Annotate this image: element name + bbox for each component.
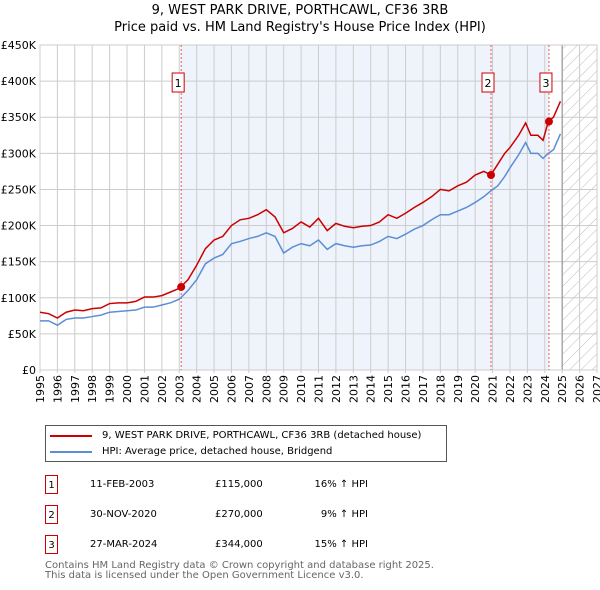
x-tick-label: 2002 bbox=[156, 375, 169, 403]
transaction-row: 2 30-NOV-2020 £270,000 9% ↑ HPI bbox=[45, 505, 445, 525]
hpi-difference: 16% ↑ HPI bbox=[314, 479, 368, 490]
red-line-swatch bbox=[50, 434, 92, 437]
legend-label: HPI: Average price, detached house, Brid… bbox=[102, 446, 333, 457]
price-chart: 1995 1996 1997 1998 1999 2000 2001 2002 2003 2004… bbox=[1, 39, 600, 403]
blue-line-swatch bbox=[50, 450, 92, 453]
y-tick-label: £150K bbox=[1, 256, 37, 269]
y-tick-label: £250K bbox=[1, 183, 37, 196]
x-tick-label: 2004 bbox=[191, 375, 204, 403]
x-tick-label: 2015 bbox=[382, 375, 395, 403]
hpi-difference: 15% ↑ HPI bbox=[314, 539, 368, 550]
x-tick-label: 1997 bbox=[69, 375, 82, 403]
transaction-row: 1 11-FEB-2003 £115,000 16% ↑ HPI bbox=[45, 475, 445, 495]
sale-marker-box bbox=[171, 72, 185, 93]
x-tick-label: 2006 bbox=[225, 375, 238, 403]
sale-date: 11-FEB-2003 bbox=[90, 479, 155, 490]
plot-border bbox=[39, 44, 598, 371]
x-tick-label: 2013 bbox=[347, 375, 360, 403]
x-tick-label: 2000 bbox=[121, 375, 134, 403]
x-tick-label: 1999 bbox=[104, 375, 117, 403]
x-tick-label: 2016 bbox=[400, 375, 413, 403]
y-tick-label: £450K bbox=[1, 39, 37, 52]
x-tick-label: 2007 bbox=[243, 375, 256, 403]
y-tick-label: £100K bbox=[1, 292, 37, 305]
y-tick-label: £400K bbox=[1, 75, 37, 88]
chart-title: 9, WEST PARK DRIVE, PORTHCAWL, CF36 3RB bbox=[151, 3, 449, 18]
y-tick-label: £350K bbox=[1, 111, 37, 124]
sale-point bbox=[486, 171, 495, 179]
x-tick-label: 2027 bbox=[591, 375, 600, 403]
x-tick-label: 2017 bbox=[417, 375, 430, 403]
chart-subtitle: Price paid vs. HM Land Registry's House … bbox=[114, 20, 486, 35]
sale-price: £115,000 bbox=[215, 479, 263, 490]
x-tick-label: 1998 bbox=[86, 375, 99, 403]
legend-item-hpi: HPI: Average price, detached house, Brid… bbox=[50, 446, 332, 457]
x-tick-label: 2018 bbox=[434, 375, 447, 403]
hpi-difference: 9% ↑ HPI bbox=[320, 509, 368, 520]
x-tick-label: 2026 bbox=[574, 375, 587, 403]
sale-date: 27-MAR-2024 bbox=[90, 539, 158, 550]
legend-item-property: 9, WEST PARK DRIVE, PORTHCAWL, CF36 3RB … bbox=[50, 430, 421, 441]
y-tick-label: £200K bbox=[1, 220, 37, 233]
sale-marker-number: 1 bbox=[175, 77, 182, 90]
ownership-shading bbox=[181, 45, 549, 370]
x-tick-label: 2020 bbox=[469, 375, 482, 403]
sale-date: 30-NOV-2020 bbox=[90, 509, 157, 520]
legend-label: 9, WEST PARK DRIVE, PORTHCAWL, CF36 3RB … bbox=[102, 430, 422, 441]
sale-price: £270,000 bbox=[215, 509, 263, 520]
sale-marker-badge: 3 bbox=[45, 535, 58, 554]
x-tick-label: 2010 bbox=[295, 375, 308, 403]
x-tick-label: 2019 bbox=[452, 375, 465, 403]
x-tick-label: 2022 bbox=[504, 375, 517, 403]
sale-marker-badge: 1 bbox=[45, 475, 58, 494]
footer: Contains HM Land Registry data © Crown c… bbox=[45, 561, 434, 581]
copyright-text: Contains HM Land Registry data © Crown c… bbox=[45, 560, 434, 571]
sale-point bbox=[544, 117, 553, 126]
licence-text: This data is licensed under the Open Gov… bbox=[45, 570, 364, 581]
series-line bbox=[40, 133, 562, 327]
sale-point bbox=[177, 282, 186, 291]
x-tick-label: 2014 bbox=[365, 375, 378, 403]
x-tick-label: 2025 bbox=[556, 375, 569, 403]
x-tick-label: 2009 bbox=[278, 375, 291, 403]
sale-price: £344,000 bbox=[215, 539, 263, 550]
sale-marker-number: 2 bbox=[484, 77, 491, 90]
transaction-row: 3 27-MAR-2024 £344,000 15% ↑ HPI bbox=[45, 535, 445, 555]
x-tick-label: 2001 bbox=[138, 375, 151, 403]
y-tick-label: £300K bbox=[1, 147, 37, 160]
legend: 9, WEST PARK DRIVE, PORTHCAWL, CF36 3RB … bbox=[45, 425, 447, 462]
x-tick-label: 2024 bbox=[539, 375, 552, 403]
x-tick-label: 2011 bbox=[313, 375, 326, 403]
series-line bbox=[39, 101, 562, 319]
x-tick-label: 2021 bbox=[487, 375, 500, 403]
x-tick-label: 2008 bbox=[260, 375, 273, 403]
y-tick-label: £50K bbox=[8, 328, 37, 341]
sale-marker-box bbox=[539, 72, 553, 93]
sale-marker-badge: 2 bbox=[45, 505, 58, 524]
y-tick-label: £0 bbox=[22, 364, 36, 377]
x-tick-label: 2012 bbox=[330, 375, 343, 403]
x-tick-label: 2005 bbox=[208, 375, 221, 403]
sale-marker-box bbox=[481, 72, 495, 93]
x-tick-label: 1996 bbox=[51, 375, 64, 403]
x-tick-label: 1995 bbox=[34, 375, 47, 403]
sale-marker-number: 3 bbox=[542, 77, 549, 90]
x-tick-label: 2023 bbox=[521, 375, 534, 403]
x-tick-label: 2003 bbox=[173, 375, 186, 403]
